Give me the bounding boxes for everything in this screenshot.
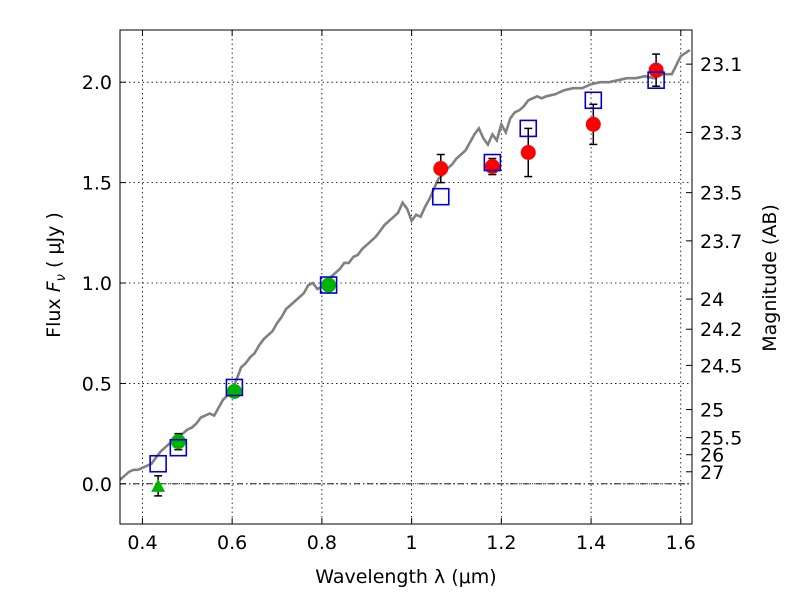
data-point-circle <box>433 161 449 177</box>
magnitude-tick-label: 24 <box>700 289 724 311</box>
model-photometry-square <box>149 454 167 473</box>
model-photometry-square <box>431 187 450 206</box>
y-tick-label: 1.5 <box>82 173 112 195</box>
data-point-circle <box>170 434 186 450</box>
y-axis-label: Flux Fν ( μJy ) <box>43 212 69 338</box>
model-photometry-square <box>319 276 338 294</box>
model-photometry-square <box>483 153 502 172</box>
y-axis-label-units: ( μJy ) <box>43 212 65 274</box>
data-point-circle <box>648 62 664 78</box>
magnitude-tick-label: 27 <box>700 462 724 484</box>
model-photometry-square <box>584 91 603 110</box>
y-axis-label-subscript: ν <box>54 274 69 281</box>
magnitude-tick-label: 26 <box>700 445 724 467</box>
plot-frame <box>119 29 693 525</box>
magnitude-tick-label: 25.5 <box>700 428 742 450</box>
data-points <box>149 53 665 497</box>
y2-axis-label: Magnitude (AB) <box>759 204 781 352</box>
model-photometry-square <box>169 438 188 457</box>
data-point-circle <box>226 383 242 399</box>
magnitude-tick-label: 24.2 <box>700 319 742 341</box>
upper-limit-triangle <box>151 478 166 492</box>
magnitude-tick-label: 24.5 <box>700 355 742 377</box>
axis-ticks: 0.4 0.6 0.8 1 1.2 1.4 1.6 0.0 0.5 1.0 1.5 2.0 23.1 23… <box>82 30 742 554</box>
x-tick-label: 0.6 <box>217 532 247 554</box>
magnitude-tick-label: 23.7 <box>700 231 742 253</box>
magnitude-tick-label: 23.3 <box>700 122 742 144</box>
y-axis-label-symbol: F <box>43 280 65 292</box>
x-tick-label: 1.2 <box>486 532 516 554</box>
model-photometry-square <box>225 378 244 397</box>
x-axis-label: Wavelength λ (μm) <box>315 566 496 588</box>
data-point-circle <box>484 159 500 175</box>
magnitude-tick-label: 23.1 <box>700 54 742 76</box>
magnitude-tick-label: 25 <box>700 400 724 422</box>
y-tick-label: 0.5 <box>82 373 112 395</box>
model-photometry-square <box>647 71 665 90</box>
y-tick-label: 1.0 <box>82 273 112 295</box>
x-tick-label: 1.6 <box>666 532 696 554</box>
x-tick-label: 1 <box>406 532 418 554</box>
magnitude-tick-label: 23.5 <box>700 183 742 205</box>
y-tick-label: 2.0 <box>82 72 112 94</box>
data-point-circle <box>520 144 536 160</box>
x-tick-label: 0.4 <box>127 532 157 554</box>
y-tick-label: 0.0 <box>82 474 112 496</box>
y-axis-label-prefix: Flux <box>43 292 65 338</box>
model-photometry-square <box>519 119 538 138</box>
x-tick-label: 1.4 <box>576 532 606 554</box>
model-spectrum-line <box>119 49 691 481</box>
x-tick-label: 0.8 <box>307 532 337 554</box>
data-point-circle <box>585 116 601 132</box>
data-point-circle <box>321 277 337 293</box>
